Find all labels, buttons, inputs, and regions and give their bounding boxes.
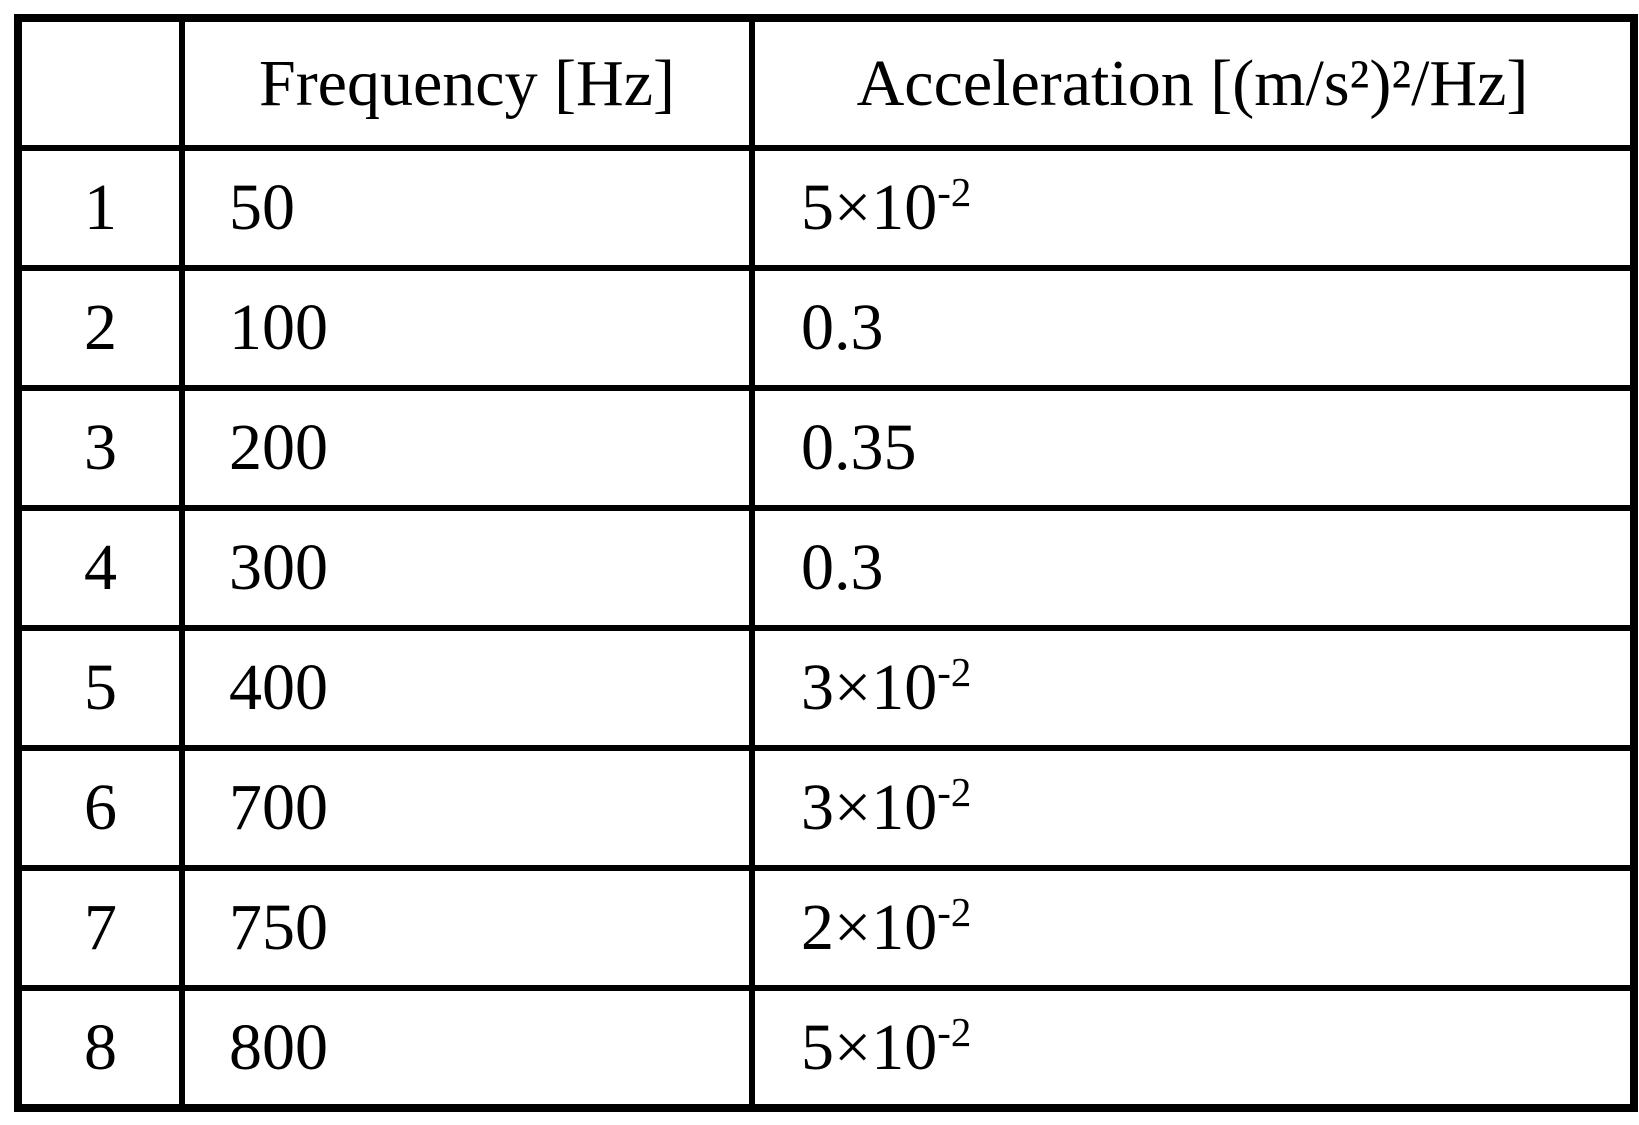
row-index: 5 <box>15 625 185 751</box>
row-index: 4 <box>15 505 185 631</box>
header-row: Frequency [Hz] Acceleration [(m/s²)²/Hz] <box>15 15 1637 151</box>
acceleration-exponent: -2 <box>937 770 972 815</box>
acceleration-base: 0.3 <box>801 291 884 364</box>
psd-table: Frequency [Hz] Acceleration [(m/s²)²/Hz]… <box>14 14 1638 1112</box>
frequency-value: 800 <box>179 985 755 1111</box>
table-row: 3 200 0.35 <box>15 385 1637 511</box>
acceleration-value: 2×10-2 <box>749 865 1637 991</box>
frequency-value: 700 <box>179 745 755 871</box>
acceleration-base: 2×10 <box>801 891 938 964</box>
table-row: 7 750 2×10-2 <box>15 865 1637 991</box>
acceleration-base: 3×10 <box>801 651 938 724</box>
table-row: 1 50 5×10-2 <box>15 145 1637 271</box>
row-index: 3 <box>15 385 185 511</box>
acceleration-exponent: -2 <box>937 890 972 935</box>
acceleration-value: 3×10-2 <box>749 745 1637 871</box>
header-acceleration: Acceleration [(m/s²)²/Hz] <box>749 15 1637 151</box>
frequency-value: 100 <box>179 265 755 391</box>
row-index: 7 <box>15 865 185 991</box>
row-index: 8 <box>15 985 185 1111</box>
frequency-value: 300 <box>179 505 755 631</box>
table-row: 4 300 0.3 <box>15 505 1637 631</box>
header-index <box>15 15 185 151</box>
acceleration-exponent: -2 <box>937 1009 972 1055</box>
acceleration-base: 5×10 <box>801 171 938 244</box>
table-row: 8 800 5×10-2 <box>15 985 1637 1111</box>
acceleration-value: 5×10-2 <box>749 145 1637 271</box>
acceleration-exponent: -2 <box>937 650 972 695</box>
acceleration-value: 3×10-2 <box>749 625 1637 751</box>
acceleration-base: 5×10 <box>801 1010 938 1084</box>
acceleration-base: 3×10 <box>801 771 938 844</box>
table-row: 6 700 3×10-2 <box>15 745 1637 871</box>
frequency-value: 400 <box>179 625 755 751</box>
header-frequency: Frequency [Hz] <box>179 15 755 151</box>
acceleration-base: 0.3 <box>801 531 884 604</box>
acceleration-value: 0.3 <box>749 265 1637 391</box>
frequency-value: 200 <box>179 385 755 511</box>
table-row: 2 100 0.3 <box>15 265 1637 391</box>
row-index: 2 <box>15 265 185 391</box>
acceleration-value: 0.35 <box>749 385 1637 511</box>
table-row: 5 400 3×10-2 <box>15 625 1637 751</box>
acceleration-value: 5×10-2 <box>749 985 1637 1111</box>
acceleration-value: 0.3 <box>749 505 1637 631</box>
row-index: 6 <box>15 745 185 871</box>
acceleration-exponent: -2 <box>937 170 972 215</box>
acceleration-base: 0.35 <box>801 411 917 484</box>
frequency-value: 50 <box>179 145 755 271</box>
row-index: 1 <box>15 145 185 271</box>
frequency-value: 750 <box>179 865 755 991</box>
